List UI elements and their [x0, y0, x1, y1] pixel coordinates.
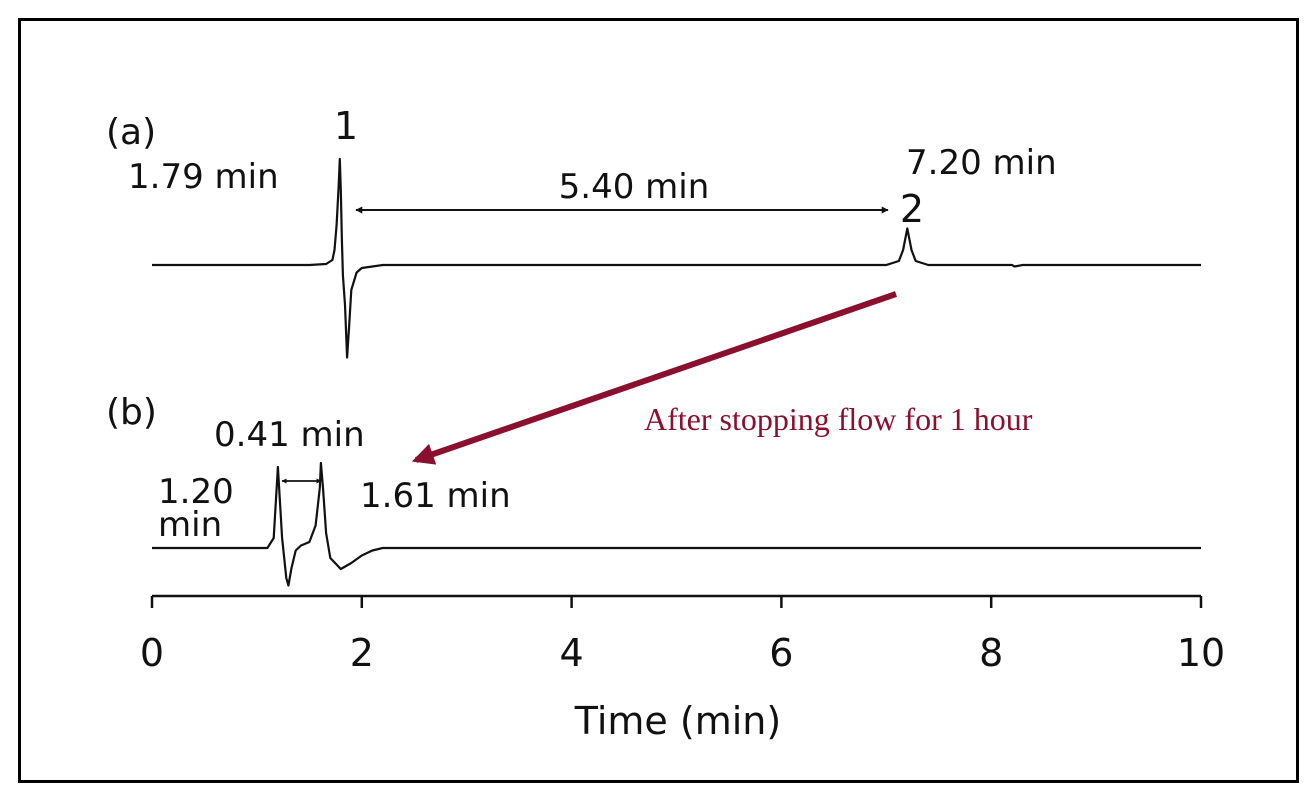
x-tick-label: 6	[769, 631, 793, 675]
annotation-arrow	[411, 291, 897, 465]
panel-a-label: (a)	[106, 112, 156, 153]
b-peak-1-time-label-line1: 1.20	[158, 472, 234, 512]
peak-2-time-label: 7.20 min	[906, 143, 1057, 183]
b-spacing-label: 0.41 min	[214, 415, 365, 455]
annotation-text: After stopping flow for 1 hour	[644, 401, 1033, 437]
x-ticks: 0 2 4 6 8 10	[140, 596, 1225, 675]
spacing-a-label: 5.40 min	[559, 167, 710, 207]
b-peak-2-time-label: 1.61 min	[360, 476, 511, 516]
panel-b-label: (b)	[106, 392, 157, 433]
x-tick-label: 10	[1177, 631, 1225, 675]
trace-panel-b	[152, 461, 1201, 587]
peak-1-number: 1	[334, 104, 358, 148]
peak-1-time-label: 1.79 min	[128, 157, 279, 197]
x-axis-title: Time (min)	[574, 699, 781, 743]
x-tick-label: 8	[979, 631, 1003, 675]
trace-panel-a	[152, 157, 1201, 359]
x-tick-label: 2	[350, 631, 374, 675]
x-tick-label: 4	[560, 631, 584, 675]
x-tick-label: 0	[140, 631, 164, 675]
peak-2-number: 2	[900, 187, 924, 231]
b-peak-1-time-label-line2: min	[158, 505, 222, 545]
figure-frame	[18, 18, 1299, 783]
